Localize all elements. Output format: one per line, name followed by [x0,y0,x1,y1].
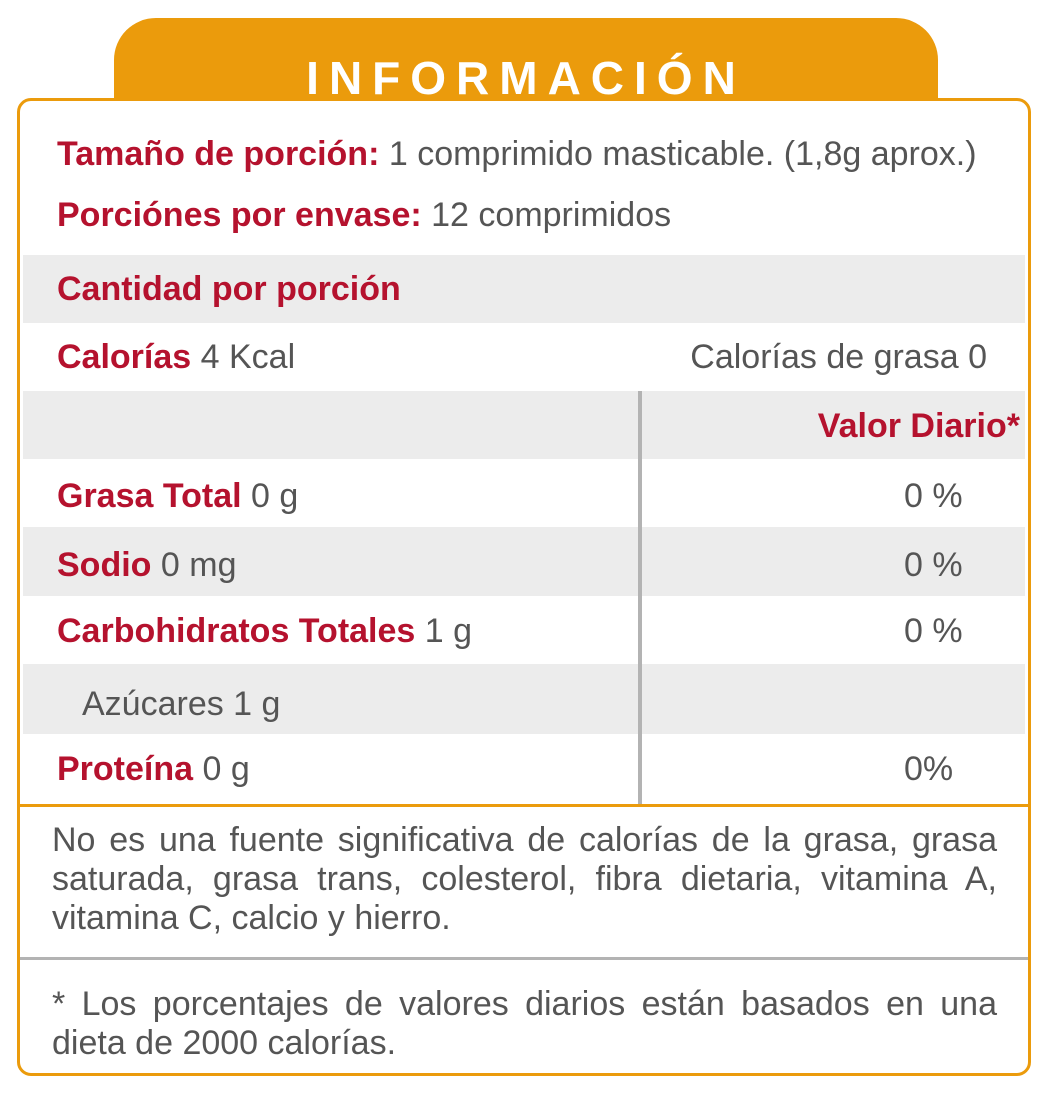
column-divider [638,391,642,804]
table-bottom-divider [20,804,1028,807]
amount-header-row: Cantidad por porción [23,255,1025,323]
footnote-divider [20,957,1028,960]
calories-row: Calorías 4 Kcal Calorías de grasa 0 [23,323,1025,391]
nutrient-row-sugars: Azúcares 1 g [23,664,1025,734]
nutrient-dv: 0 % [904,612,963,650]
sugars-amount: Azúcares 1 g [82,685,281,723]
nutrient-amount: 0 g [251,477,299,515]
nutrient-amount: 1 g [424,612,473,650]
amount-header: Cantidad por porción [57,270,401,308]
title-tab: INFORMACIÓN NUTRICIONAL [114,18,938,164]
servings-per-container-line: Porciónes por envase: 12 comprimidos [57,195,671,235]
daily-value-header: Valor Diario* [817,407,1020,445]
servings-per-container-label: Porciónes por envase: [57,196,422,234]
nutrient-label: Proteína [57,750,194,788]
nutrient-amount: 0 g [202,750,250,788]
daily-value-footnote: * Los porcentajes de valores diarios est… [52,985,997,1062]
nutrient-label: Grasa Total [57,477,242,515]
fat-calories: Calorías de grasa 0 [690,338,987,376]
nutrition-facts-panel: Tamaño de porción: 1 comprimido masticab… [17,98,1031,1076]
nutrient-amount: 0 mg [160,546,237,584]
daily-value-header-row: Valor Diario* [23,391,1025,459]
nutrient-row-fat: Grasa Total 0 g 0 % [23,459,1025,527]
nutrient-row-sodium: Sodio 0 mg 0 % [23,527,1025,596]
nutrient-dv: 0 % [904,546,963,584]
nutrient-label: Sodio [57,546,152,584]
calories-label: Calorías [57,338,192,376]
serving-size-label: Tamaño de porción: [57,135,380,173]
nutrient-dv: 0 % [904,477,963,515]
servings-per-container-value: 12 comprimidos [431,196,672,234]
serving-size-line: Tamaño de porción: 1 comprimido masticab… [57,134,977,174]
not-significant-note: No es una fuente significativa de calorí… [52,821,997,937]
serving-size-value: 1 comprimido masticable. (1,8g aprox.) [388,135,977,173]
nutrient-row-carbs: Carbohidratos Totales 1 g 0 % [23,596,1025,664]
calories-line: Calorías 4 Kcal [57,337,295,377]
nutrient-label: Carbohidratos Totales [57,612,416,650]
calories-value: 4 Kcal [200,338,296,376]
nutrient-dv: 0% [904,750,954,788]
nutrient-row-protein: Proteína 0 g 0% [23,734,1025,804]
